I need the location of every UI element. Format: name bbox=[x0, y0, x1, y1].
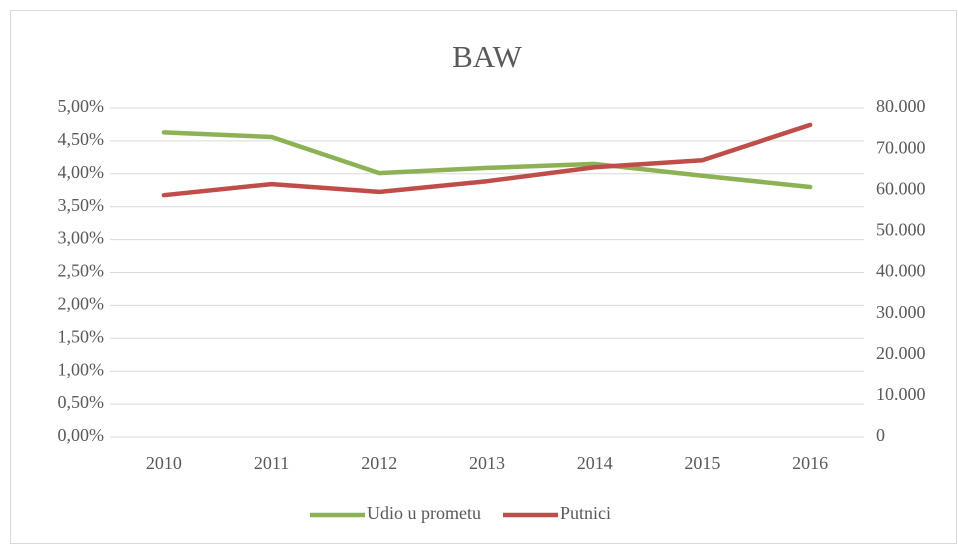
y-tick-label: 5,00% bbox=[58, 96, 105, 116]
x-tick-label: 2011 bbox=[254, 453, 289, 473]
y-tick-label: 0,50% bbox=[58, 392, 105, 412]
y2-tick-label: 50.000 bbox=[876, 220, 926, 240]
x-tick-label: 2010 bbox=[146, 453, 182, 473]
series-line bbox=[161, 122, 813, 198]
y-tick-label: 2,50% bbox=[58, 261, 105, 281]
chart-title: BAW bbox=[452, 39, 523, 74]
y-tick-label: 2,00% bbox=[58, 294, 105, 314]
x-tick-label: 2015 bbox=[684, 453, 720, 473]
x-tick-label: 2013 bbox=[469, 453, 505, 473]
y2-tick-label: 10.000 bbox=[876, 384, 926, 404]
x-tick-label: 2014 bbox=[577, 453, 613, 473]
y2-tick-label: 20.000 bbox=[876, 343, 926, 363]
y2-tick-label: 0 bbox=[876, 425, 885, 445]
y2-tick-label: 70.000 bbox=[876, 137, 926, 157]
y2-tick-label: 40.000 bbox=[876, 261, 926, 281]
y-tick-label: 1,50% bbox=[58, 326, 105, 346]
y-tick-label: 3,50% bbox=[58, 195, 105, 215]
chart-border bbox=[10, 10, 957, 544]
y-tick-label: 4,00% bbox=[58, 162, 105, 182]
y2-tick-label: 80.000 bbox=[876, 96, 926, 116]
x-tick-label: 2012 bbox=[361, 453, 397, 473]
series-line bbox=[161, 130, 813, 190]
x-tick-label: 2016 bbox=[792, 453, 828, 473]
legend-label: Udio u prometu bbox=[367, 503, 481, 523]
legend-label: Putnici bbox=[560, 503, 611, 523]
y-tick-label: 4,50% bbox=[58, 129, 105, 149]
y-tick-label: 0,00% bbox=[58, 425, 105, 445]
y2-tick-label: 60.000 bbox=[876, 178, 926, 198]
y2-tick-label: 30.000 bbox=[876, 302, 926, 322]
y-tick-label: 3,00% bbox=[58, 228, 105, 248]
y-tick-label: 1,00% bbox=[58, 359, 105, 379]
